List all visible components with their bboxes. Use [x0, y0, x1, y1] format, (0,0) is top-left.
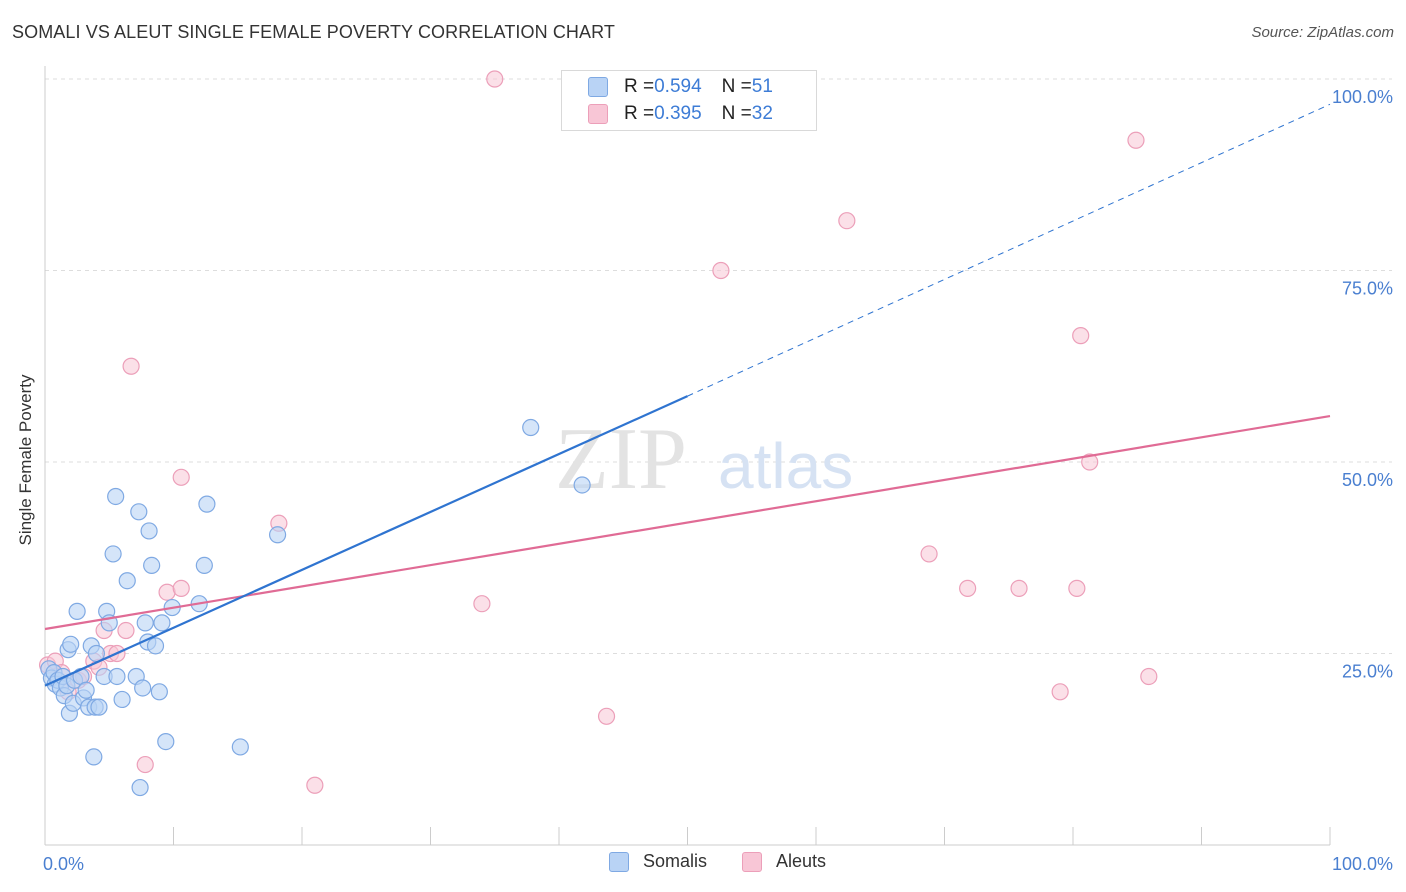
somali-swatch: [588, 77, 608, 97]
aleut-point: [117, 621, 135, 640]
aleut-point: [1068, 579, 1086, 597]
aleut-point: [158, 583, 176, 601]
trend-lines: [44, 103, 1331, 687]
aleut-point: [172, 468, 190, 486]
axes: [44, 66, 1331, 846]
aleut-point: [122, 357, 140, 375]
y-tick-label: 25.0%: [1342, 662, 1393, 682]
somali-r-value: 0.594: [654, 76, 702, 97]
somali-point: [150, 683, 168, 701]
legend-row-aleuts: R = 0.395 N = 32: [588, 103, 773, 125]
aleut-r-label: R =: [624, 103, 655, 124]
aleut-legend-swatch: [742, 851, 762, 872]
aleut-point: [712, 261, 730, 280]
y-tick-label: 75.0%: [1342, 279, 1393, 299]
somali-points: [40, 418, 591, 797]
aleut-point: [1081, 453, 1099, 471]
aleut-point: [306, 776, 324, 794]
somali-point: [131, 778, 149, 797]
aleut-r-value: 0.395: [654, 103, 702, 124]
aleut-point: [136, 755, 154, 774]
gridlines: [45, 78, 1392, 654]
aleut-point: [486, 70, 504, 88]
legend-item-aleuts[interactable]: Aleuts: [742, 851, 826, 872]
somali-point: [136, 614, 154, 632]
tick-labels: 25.0% 50.0% 75.0% 100.0% 0.0% 100.0%: [43, 87, 1393, 874]
somali-legend-swatch: [609, 851, 629, 872]
y-tick-label: 50.0%: [1342, 470, 1393, 490]
aleut-legend-label: Aleuts: [776, 851, 827, 871]
correlation-legend: R = 0.594 N = 51 R = 0.395 N = 32: [561, 70, 817, 131]
watermark-atlas: atlas: [718, 430, 853, 502]
x-tick-label: 100.0%: [1332, 854, 1393, 874]
chart-title: SOMALI VS ALEUT SINGLE FEMALE POVERTY CO…: [12, 22, 615, 42]
somali-trend-line: [44, 395, 688, 687]
y-tick-label: 100.0%: [1332, 87, 1393, 107]
legend-item-somalis[interactable]: Somalis: [609, 851, 707, 872]
somali-legend-label: Somalis: [643, 851, 708, 871]
somali-point: [77, 681, 95, 699]
aleut-point: [597, 707, 616, 725]
x-tick-label: 0.0%: [43, 854, 84, 874]
somali-point: [231, 738, 249, 756]
somali-point: [85, 748, 103, 766]
aleut-point: [959, 579, 977, 597]
aleut-point: [1127, 131, 1145, 149]
somali-point: [268, 526, 287, 544]
somali-point: [118, 572, 136, 590]
aleut-n-value: 32: [751, 103, 773, 124]
somali-point: [108, 667, 126, 686]
somali-point: [153, 614, 171, 632]
source-label: Source: ZipAtlas.com: [1251, 24, 1394, 41]
somali-point: [146, 637, 165, 655]
aleut-point: [1010, 579, 1028, 597]
aleut-point: [838, 212, 856, 230]
somali-n-label: N =: [721, 76, 752, 97]
aleut-n-label: N =: [721, 103, 752, 124]
aleut-point: [1072, 327, 1090, 345]
somali-point: [143, 556, 161, 575]
legend-row-somalis: R = 0.594 N = 51: [588, 76, 773, 98]
somali-point: [134, 679, 152, 697]
series-legend: Somalis Aleuts: [0, 851, 1406, 877]
somali-point: [68, 602, 86, 620]
somali-point: [90, 698, 108, 716]
aleut-trend-line: [44, 414, 1331, 631]
somali-point: [107, 487, 125, 506]
somali-r-label: R =: [624, 76, 655, 97]
aleut-point: [473, 595, 491, 613]
somali-point: [113, 690, 131, 709]
aleut-point: [1051, 683, 1069, 701]
somali-n-value: 51: [751, 76, 773, 97]
y-axis-label: Single Female Poverty: [16, 374, 35, 546]
aleut-swatch: [588, 104, 608, 124]
somali-point: [140, 522, 158, 540]
somali-point: [198, 495, 216, 513]
somali-point: [62, 635, 80, 653]
somali-point: [573, 476, 591, 494]
somali-point: [195, 556, 213, 575]
somali-point: [130, 503, 148, 521]
somali-point: [104, 545, 122, 563]
aleut-point: [172, 579, 190, 597]
watermark: ZIP atlas: [555, 411, 853, 508]
somali-point: [522, 418, 540, 437]
aleut-point: [1140, 667, 1158, 686]
somali-trend-extension: [687, 103, 1331, 397]
aleut-point: [920, 545, 938, 563]
somali-point: [157, 732, 175, 751]
